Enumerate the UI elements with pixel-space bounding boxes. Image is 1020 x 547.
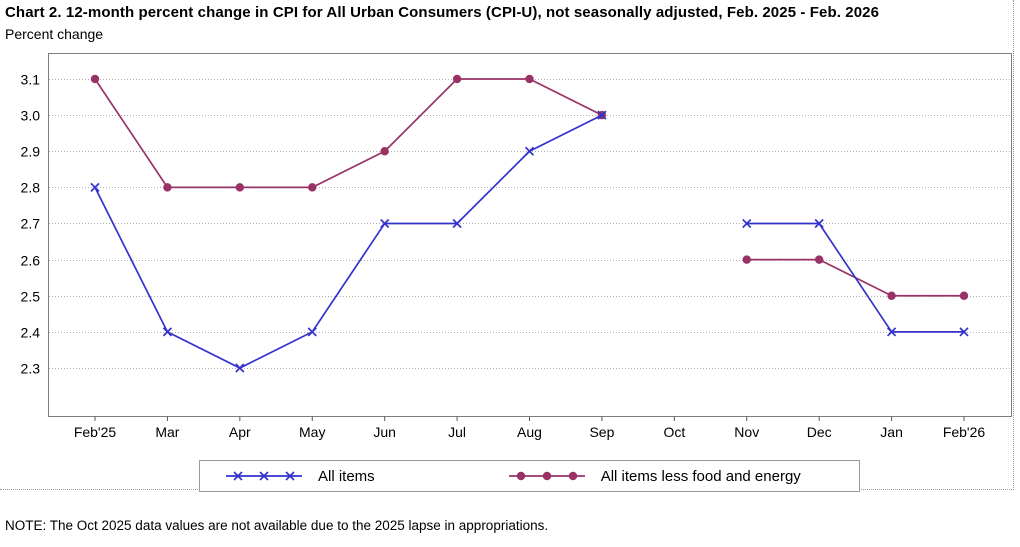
marker-circle xyxy=(516,471,525,481)
x-tick-label: Oct xyxy=(663,424,685,440)
x-tick-label: Aug xyxy=(517,424,542,440)
y-tick-label: 2.4 xyxy=(21,325,41,341)
marker-circle xyxy=(959,291,969,300)
marker-circle xyxy=(90,74,100,84)
marker-x xyxy=(742,218,752,229)
marker-circle xyxy=(742,255,751,264)
legend-sample-core xyxy=(508,471,585,481)
marker-x xyxy=(233,471,243,481)
plot-border xyxy=(48,53,1012,417)
marker-x xyxy=(235,363,245,373)
marker-x xyxy=(814,218,824,229)
legend-item-core: All items less food and energy xyxy=(507,468,801,485)
y-tick-label: 2.9 xyxy=(21,144,41,160)
x-tick-label: Feb'25 xyxy=(74,424,117,440)
y-axis-unit-label: Percent change xyxy=(5,26,104,42)
y-tick-label: 2.7 xyxy=(21,216,41,232)
marker-circle xyxy=(525,74,534,84)
footnote: NOTE: The Oct 2025 data values are not a… xyxy=(5,518,549,533)
plot-area: 3.1 3.0 2.9 2.8 2.7 2.6 2.5 2.4 2.3 Feb'25 Mar Apr M… xyxy=(21,53,1012,440)
series-all-items-less-food-and-energy xyxy=(90,74,969,300)
y-tick-label: 2.5 xyxy=(21,289,41,305)
marker-x xyxy=(307,327,317,337)
series-line xyxy=(94,114,603,369)
legend-item-all-items: All items xyxy=(224,468,375,485)
y-tick-label: 2.8 xyxy=(21,180,41,196)
marker-x xyxy=(959,327,969,337)
legend: All items All items less food and energy xyxy=(199,460,860,492)
legend-sample-all-items xyxy=(226,471,302,481)
marker-x xyxy=(886,327,897,337)
x-tick-label: Apr xyxy=(229,424,251,440)
x-tick-label: Jul xyxy=(448,424,466,440)
marker-x xyxy=(162,327,173,337)
series-line xyxy=(746,222,965,333)
marker-circle xyxy=(814,255,824,264)
marker-circle xyxy=(542,471,551,481)
marker-x xyxy=(524,146,535,156)
marker-x xyxy=(259,471,269,481)
marker-circle xyxy=(235,183,245,192)
chart-title: Chart 2. 12-month percent change in CPI … xyxy=(5,4,880,21)
x-tick-label: Mar xyxy=(155,424,179,440)
x-tick-label: Jan xyxy=(880,424,903,440)
marker-x xyxy=(380,218,390,229)
x-tick-label: Feb'26 xyxy=(943,424,986,440)
marker-circle xyxy=(887,291,896,300)
marker-circle xyxy=(452,74,462,84)
y-tick-label: 3.0 xyxy=(21,108,41,124)
y-tick-label: 2.3 xyxy=(21,361,41,377)
y-tick-label: 2.6 xyxy=(21,253,41,269)
y-tick-label: 3.1 xyxy=(21,72,41,88)
cpi-chart: Chart 2. 12-month percent change in CPI … xyxy=(0,0,1014,492)
x-tick-label: Sep xyxy=(589,424,614,440)
x-tick-label: May xyxy=(299,424,325,440)
series-all-items xyxy=(90,110,969,373)
marker-circle xyxy=(308,183,317,192)
marker-circle xyxy=(380,147,389,156)
legend-label-core: All items less food and energy xyxy=(600,467,801,485)
marker-x xyxy=(452,218,462,229)
x-tick-label: Jun xyxy=(373,424,396,440)
marker-x xyxy=(597,110,607,120)
x-tick-label: Nov xyxy=(734,424,759,440)
marker-circle xyxy=(568,471,577,481)
marker-x xyxy=(90,182,100,192)
marker-circle xyxy=(163,183,172,192)
legend-label-all-items: All items xyxy=(318,467,375,485)
series-line xyxy=(94,78,603,189)
marker-x xyxy=(285,471,295,481)
x-tick-label: Dec xyxy=(807,424,832,440)
